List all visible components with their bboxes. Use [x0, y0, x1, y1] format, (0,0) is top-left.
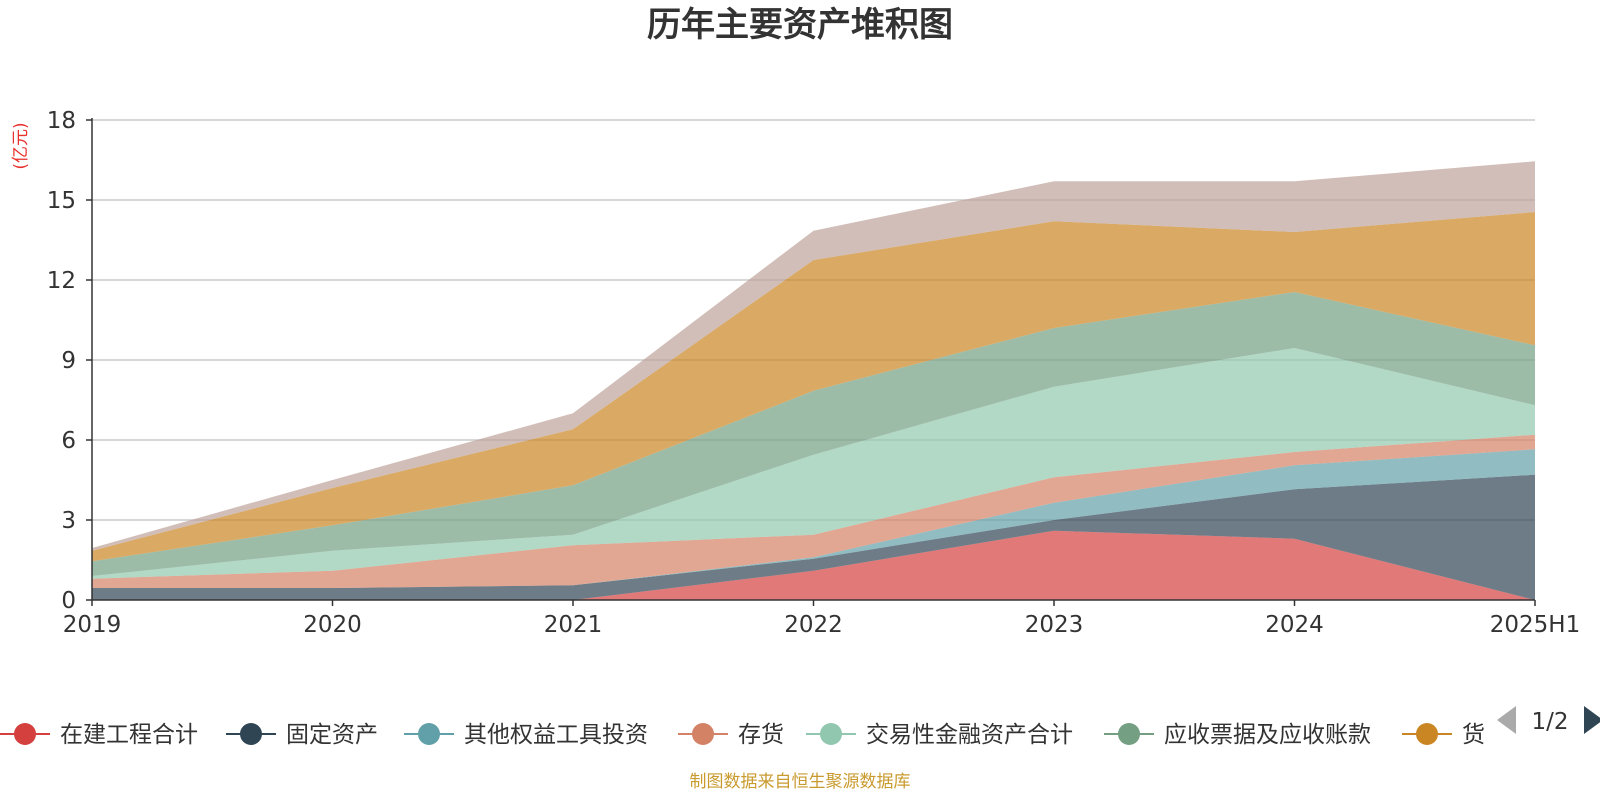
- data-source-note: 制图数据来自恒生聚源数据库: [690, 772, 911, 792]
- axes: 0 3 6 9 12 15 18 2019 2020 2021 2022 2023 2024 2025H1: [47, 108, 1581, 638]
- legend: 在建工程合计 固定资产 其他权益工具投资 存货 交易性金融资产合计 应收票据及应收账款 货: [0, 722, 1485, 748]
- legend-item[interactable]: 交易性金融资产合计: [806, 722, 1073, 748]
- legend-item[interactable]: 固定资产: [226, 722, 378, 748]
- legend-label: 存货: [738, 722, 784, 748]
- y-tick-label: 12: [47, 268, 76, 294]
- area-series: [92, 161, 1535, 600]
- area-series-3: [92, 449, 1535, 588]
- area-series-2: [92, 474, 1535, 600]
- y-tick-label: 0: [61, 588, 76, 614]
- legend-circle-marker: [418, 723, 440, 745]
- y-tick-label: 9: [61, 348, 76, 374]
- legend-label: 固定资产: [286, 722, 378, 748]
- legend-circle-marker: [692, 723, 714, 745]
- legend-next-page-icon[interactable]: [1584, 706, 1600, 734]
- area-series-4: [92, 434, 1535, 588]
- x-tick-label: 2023: [1025, 612, 1084, 638]
- legend-circle-marker: [820, 723, 842, 745]
- legend-pager: 1/2: [1497, 706, 1600, 735]
- x-tick-label: 2021: [544, 612, 603, 638]
- legend-item[interactable]: 货: [1402, 722, 1485, 748]
- y-tick-label: 15: [47, 188, 76, 214]
- legend-label: 应收票据及应收账款: [1164, 722, 1371, 748]
- y-tick-label: 18: [47, 108, 76, 134]
- legend-circle-marker: [1416, 723, 1438, 745]
- legend-item[interactable]: 其他权益工具投资: [404, 722, 648, 748]
- legend-item[interactable]: 存货: [678, 722, 784, 748]
- legend-label: 货: [1462, 722, 1485, 748]
- area-series-5: [92, 348, 1535, 579]
- x-tick-label: 2020: [303, 612, 362, 638]
- legend-page-indicator: 1/2: [1531, 709, 1568, 735]
- x-tick-label: 2019: [63, 612, 122, 638]
- legend-circle-marker: [240, 723, 262, 745]
- chart-title: 历年主要资产堆积图: [647, 5, 953, 45]
- legend-prev-page-icon[interactable]: [1497, 706, 1516, 734]
- y-tick-label: 6: [61, 428, 76, 454]
- x-tick-label: 2022: [784, 612, 843, 638]
- legend-label: 在建工程合计: [60, 722, 198, 748]
- area-series-8: [92, 161, 1535, 551]
- legend-label: 其他权益工具投资: [464, 722, 648, 748]
- legend-label: 交易性金融资产合计: [866, 722, 1073, 748]
- area-series-1: [92, 530, 1535, 600]
- y-axis-unit-label: (亿元): [11, 122, 31, 169]
- area-series-7: [92, 212, 1535, 562]
- y-tick-label: 3: [61, 508, 76, 534]
- x-tick-label: 2025H1: [1490, 612, 1580, 638]
- legend-circle-marker: [14, 723, 36, 745]
- legend-item[interactable]: 应收票据及应收账款: [1104, 722, 1371, 748]
- x-tick-label: 2024: [1265, 612, 1324, 638]
- legend-circle-marker: [1118, 723, 1140, 745]
- area-series-6: [92, 292, 1535, 576]
- legend-item[interactable]: 在建工程合计: [0, 722, 198, 748]
